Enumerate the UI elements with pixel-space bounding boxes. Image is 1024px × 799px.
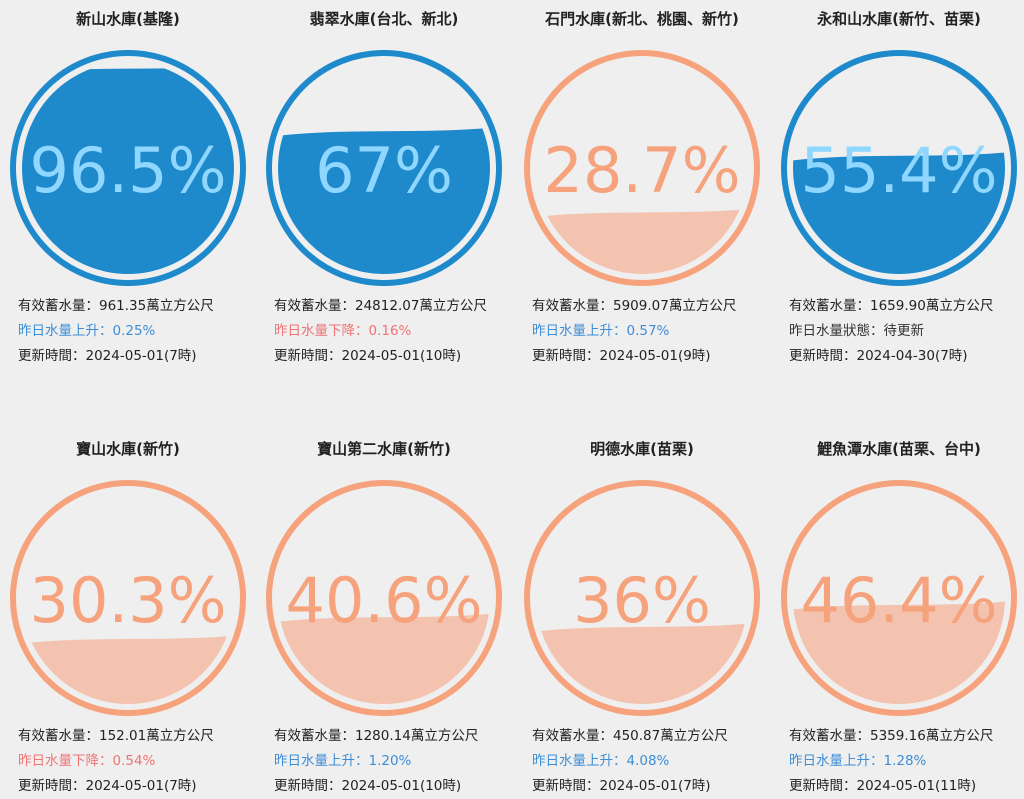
reservoir-info: 有效蓄水量：5359.16萬立方公尺 昨日水量上升：1.28% 更新時間：2024-… [789,724,1024,799]
daily-change: 昨日水量上升：1.20% [274,753,412,769]
water-level-gauge: 40.6% [266,480,502,716]
water-fill [278,126,490,274]
gauge-ring [266,480,502,716]
reservoir-name: 寶山第二水庫(新竹) [317,440,451,458]
reservoir-name: 鯉魚潭水庫(苗栗、台中) [817,440,981,458]
reservoir-name: 明德水庫(苗栗) [590,440,694,458]
gauge-ring [10,50,246,286]
gauge-ring [266,50,502,286]
water-level-gauge: 28.7% [524,50,760,286]
daily-change: 昨日水量上升：0.57% [532,323,670,339]
update-time: 更新時間：2024-05-01(10時) [274,778,462,794]
water-level-gauge: 67% [266,50,502,286]
gauge-ring [524,50,760,286]
water-level-gauge: 36% [524,480,760,716]
reservoir-name: 石門水庫(新北、桃園、新竹) [545,10,739,28]
update-time: 更新時間：2024-05-01(7時) [532,778,711,794]
reservoir-info: 有效蓄水量：450.87萬立方公尺 昨日水量上升：4.08% 更新時間：2024-0… [532,724,768,799]
update-time: 更新時間：2024-05-01(7時) [18,778,197,794]
daily-change: 昨日水量下降：0.16% [274,323,412,339]
storage-amount: 有效蓄水量：152.01萬立方公尺 [18,728,214,744]
percent-label: 96.5% [30,134,227,207]
storage-amount: 有效蓄水量：5909.07萬立方公尺 [532,298,737,314]
update-time: 更新時間：2024-05-01(7時) [18,348,197,364]
percent-label: 55.4% [801,134,998,207]
percent-label: 36% [573,564,711,637]
daily-change: 昨日水量下降：0.54% [18,753,156,769]
storage-amount: 有效蓄水量：1280.14萬立方公尺 [274,728,479,744]
gauge-ring [781,50,1017,286]
water-fill [793,600,1005,704]
reservoir-info: 有效蓄水量：152.01萬立方公尺 昨日水量下降：0.54% 更新時間：2024-0… [18,724,254,799]
gauge-ring [524,480,760,716]
storage-amount: 有效蓄水量：961.35萬立方公尺 [18,298,214,314]
percent-label: 28.7% [544,134,741,207]
reservoir-info: 有效蓄水量：1659.90萬立方公尺 昨日水量狀態：待更新更新時間：2024-04… [789,294,1024,369]
water-level-gauge: 55.4% [781,50,1017,286]
update-time: 更新時間：2024-05-01(10時) [274,348,462,364]
reservoir-info: 有效蓄水量：1280.14萬立方公尺 昨日水量上升：1.20% 更新時間：2024-… [274,724,510,799]
percent-label: 40.6% [286,564,483,637]
water-level-gauge: 30.3% [10,480,246,716]
reservoir-info: 有效蓄水量：961.35萬立方公尺 昨日水量上升：0.25% 更新時間：2024-0… [18,294,254,369]
storage-amount: 有效蓄水量：5359.16萬立方公尺 [789,728,994,744]
daily-change: 昨日水量上升：0.25% [18,323,156,339]
percent-label: 67% [315,134,453,207]
percent-label: 30.3% [30,564,227,637]
water-fill [793,151,1005,274]
reservoir-info: 有效蓄水量：24812.07萬立方公尺 昨日水量下降：0.16% 更新時間：2024… [274,294,510,369]
storage-amount: 有效蓄水量：450.87萬立方公尺 [532,728,728,744]
reservoir-name: 新山水庫(基隆) [76,10,180,28]
gauge-ring [781,480,1017,716]
update-time: 更新時間：2024-05-01(9時) [532,348,711,364]
gauge-ring [10,480,246,716]
reservoir-name: 翡翠水庫(台北、新北) [309,10,459,28]
daily-change: 昨日水量上升：4.08% [532,753,670,769]
water-level-gauge: 96.5% [10,50,246,286]
storage-amount: 有效蓄水量：1659.90萬立方公尺 [789,298,994,314]
update-time: 更新時間：2024-05-01(11時) [789,778,977,794]
percent-label: 46.4% [801,564,998,637]
water-fill [22,64,234,274]
reservoir-info: 有效蓄水量：5909.07萬立方公尺 昨日水量上升：0.57% 更新時間：2024-… [532,294,768,369]
water-level-gauge: 46.4% [781,480,1017,716]
water-fill [22,634,234,704]
daily-change: 昨日水量上升：1.28% [789,753,927,769]
update-time: 更新時間：2024-04-30(7時) [789,348,968,364]
daily-change: 昨日水量狀態：待更新 [789,323,924,339]
reservoir-name: 永和山水庫(新竹、苗栗) [817,10,981,28]
storage-amount: 有效蓄水量：24812.07萬立方公尺 [274,298,487,314]
reservoir-name: 寶山水庫(新竹) [76,440,180,458]
